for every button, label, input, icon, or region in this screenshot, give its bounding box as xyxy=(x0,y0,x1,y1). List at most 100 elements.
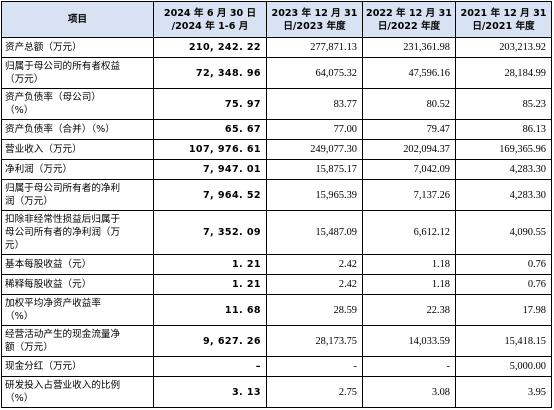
row-label-line: 润（万元） xyxy=(5,196,53,207)
cell-value: 86.13 xyxy=(455,119,552,140)
table-row: 经营活动产生的现金流量净 额（万元） 9, 627. 26 28,173.75 14,0… xyxy=(1,325,552,357)
table-row: 现金分红（万元） – - -5,000.00 xyxy=(1,356,552,377)
row-label-line: 元） xyxy=(5,240,25,251)
cell-value: 2.42 xyxy=(266,254,363,275)
row-label: 净利润（万元） xyxy=(1,159,154,180)
cell-value: 249,077.30 xyxy=(266,139,363,160)
cell-value: 14,033.59 xyxy=(362,325,456,357)
cell-value: 203,213.92 xyxy=(455,37,552,58)
cell-value: 11. 68 xyxy=(153,294,267,326)
row-label: 归属于母公司所有者的净利 润（万元） xyxy=(1,179,154,211)
cell-value: 22.38 xyxy=(362,294,456,326)
table-row: 资产负债率（合并）（%） 65. 67 77.00 79.47 86.13 xyxy=(1,119,552,140)
row-label: 现金分红（万元） xyxy=(1,356,154,377)
row-label-line: 净利润（万元） xyxy=(5,164,73,175)
row-label-line: 归属于母公司所有者的净利 xyxy=(5,183,121,194)
row-label: 归属于母公司的所有者权益 （万元） xyxy=(1,57,154,89)
cell-value: 1.18 xyxy=(362,274,456,295)
row-label-line: 经营活动产生的现金流量净 xyxy=(5,329,121,340)
cell-value: 7, 947. 01 xyxy=(153,159,267,180)
table-header: 项目 2024 年 6 月 30 日 /2024 年 1-6 月 2023 年 … xyxy=(1,1,552,38)
cell-value: 4,090.55 xyxy=(455,210,552,255)
table-row: 研发投入占营业收入的比例 （%） 3. 13 2.75 3.08 3.95 xyxy=(1,376,552,408)
row-label-line: 稀释每股收益（元） xyxy=(5,279,92,290)
row-label-line: （%） xyxy=(5,311,34,322)
cell-value: 7,137.26 xyxy=(362,179,456,211)
row-label: 资产总额（万元） xyxy=(1,37,154,58)
header-line: 2024 年 6 月 30 日 xyxy=(163,7,257,19)
row-label-line: 资产负债率（母公司） xyxy=(5,92,101,103)
header-line: 2021 年 12 月 31 xyxy=(460,7,547,19)
cell-value: 4,283.30 xyxy=(455,179,552,211)
cell-value: 28.59 xyxy=(266,294,363,326)
header-2023: 2023 年 12 月 31 日/2023 年度 xyxy=(266,1,363,38)
table-row: 稀释每股收益（元） 1. 21 2.42 1.18 0.76 xyxy=(1,274,552,295)
header-line: 2023 年 12 月 31 xyxy=(271,7,358,19)
cell-value: 15,965.39 xyxy=(266,179,363,211)
header-2024h1: 2024 年 6 月 30 日 /2024 年 1-6 月 xyxy=(153,1,267,38)
header-line: 2022 年 12 月 31 xyxy=(366,7,452,19)
cell-value: 1.18 xyxy=(362,254,456,275)
row-label: 基本每股收益（元） xyxy=(1,254,154,275)
table-row: 营业收入（万元） 107, 976. 61 249,077.30 202,094.37… xyxy=(1,139,552,160)
cell-value: - xyxy=(362,356,456,377)
cell-value: 1. 21 xyxy=(153,254,267,275)
cell-value: 202,094.37 xyxy=(362,139,456,160)
cell-value: 79.47 xyxy=(362,119,456,140)
row-label-line: 基本每股收益（元） xyxy=(5,259,92,270)
cell-value: 15,487.09 xyxy=(266,210,363,255)
cell-value: 0.76 xyxy=(455,274,552,295)
cell-value: 5,000.00 xyxy=(455,356,552,377)
cell-value: 83.77 xyxy=(266,88,363,120)
row-label: 营业收入（万元） xyxy=(1,139,154,160)
cell-value: 0.76 xyxy=(455,254,552,275)
cell-value: 4,283.30 xyxy=(455,159,552,180)
cell-value: 107, 976. 61 xyxy=(153,139,267,160)
row-label: 扣除非经常性损益后归属于 母公司所有者的净利润（万 元） xyxy=(1,210,154,255)
header-line: 日/2022 年度 xyxy=(377,20,441,32)
row-label-line: 归属于母公司的所有者权益 xyxy=(5,61,121,72)
cell-value: 7,042.09 xyxy=(362,159,456,180)
cell-value: 80.52 xyxy=(362,88,456,120)
row-label: 经营活动产生的现金流量净 额（万元） xyxy=(1,325,154,357)
cell-value: 15,418.15 xyxy=(455,325,552,357)
cell-value: 28,173.75 xyxy=(266,325,363,357)
row-label-line: （%） xyxy=(5,105,34,116)
table-row: 资产负债率（母公司） （%） 75. 97 83.77 80.52 85.23 xyxy=(1,88,552,120)
row-label-line: 扣除非经常性损益后归属于 xyxy=(5,214,121,225)
cell-value: 15,875.17 xyxy=(266,159,363,180)
table-body: 资产总额（万元） 210, 242. 22 277,871.13 231,361.98… xyxy=(1,37,552,408)
header-line: 日/2023 年度 xyxy=(283,20,346,32)
cell-value: 85.23 xyxy=(455,88,552,120)
row-label-line: （%） xyxy=(5,393,34,404)
table-row: 归属于母公司的所有者权益 （万元） 72, 348. 96 64,075.32 47,5… xyxy=(1,57,552,89)
cell-value: 77.00 xyxy=(266,119,363,140)
table-row: 加权平均净资产收益率 （%） 11. 68 28.59 22.38 17.98 xyxy=(1,294,552,326)
cell-value: - xyxy=(266,356,363,377)
cell-value: 3. 13 xyxy=(153,376,267,408)
row-label: 资产负债率（合并）（%） xyxy=(1,119,154,140)
header-row: 项目 2024 年 6 月 30 日 /2024 年 1-6 月 2023 年 … xyxy=(1,1,552,38)
cell-value: 9, 627. 26 xyxy=(153,325,267,357)
cell-value: 7, 352. 09 xyxy=(153,210,267,255)
cell-value: 169,365.96 xyxy=(455,139,552,160)
row-label-line: 营业收入（万元） xyxy=(5,144,82,155)
row-label-line: 研发投入占营业收入的比例 xyxy=(5,380,121,391)
table-row: 扣除非经常性损益后归属于 母公司所有者的净利润（万 元） 7, 352. 09 15,4… xyxy=(1,210,552,255)
row-label-line: 加权平均净资产收益率 xyxy=(5,298,101,309)
row-label-line: 额（万元） xyxy=(5,342,53,353)
row-label: 加权平均净资产收益率 （%） xyxy=(1,294,154,326)
cell-value: 210, 242. 22 xyxy=(153,37,267,58)
cell-value: 277,871.13 xyxy=(266,37,363,58)
header-item-text: 项目 xyxy=(67,14,88,25)
cell-value: 7, 964. 52 xyxy=(153,179,267,211)
row-label-line: （万元） xyxy=(5,74,44,85)
cell-value: 17.98 xyxy=(455,294,552,326)
cell-value: 6,612.12 xyxy=(362,210,456,255)
cell-value: 65. 67 xyxy=(153,119,267,140)
cell-value: 72, 348. 96 xyxy=(153,57,267,89)
cell-value: 28,184.99 xyxy=(455,57,552,89)
cell-value: 47,596.16 xyxy=(362,57,456,89)
